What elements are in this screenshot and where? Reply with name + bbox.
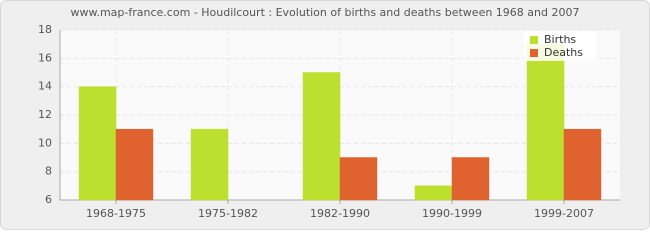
legend-marker [530,49,538,57]
y-tick-label: 10 [38,136,52,149]
y-tick-label: 12 [38,108,52,121]
legend-label: Births [544,33,576,46]
bar [302,72,341,201]
y-tick-label: 6 [45,193,52,206]
x-tick-label: 1975-1982 [198,207,258,220]
y-tick-label: 8 [45,165,52,178]
bar [339,157,378,201]
x-tick-label: 1990-1999 [422,207,482,220]
x-tick-label: 1999-2007 [534,207,594,220]
bar [78,86,117,201]
bar [451,157,490,201]
bar [563,128,602,201]
y-tick-label: 16 [38,51,52,64]
y-tick-label: 14 [38,80,52,93]
bar [190,128,229,201]
bar [414,185,453,201]
y-tick-label: 18 [38,23,52,36]
legend-label: Deaths [544,46,583,59]
bar [115,128,154,201]
chart: www.map-france.com - Houdilcourt : Evolu… [0,0,650,230]
legend-marker [530,36,538,44]
bar [526,43,565,201]
x-tick-label: 1968-1975 [86,207,146,220]
chart-title: www.map-france.com - Houdilcourt : Evolu… [70,6,579,19]
x-tick-label: 1982-1990 [310,207,370,220]
